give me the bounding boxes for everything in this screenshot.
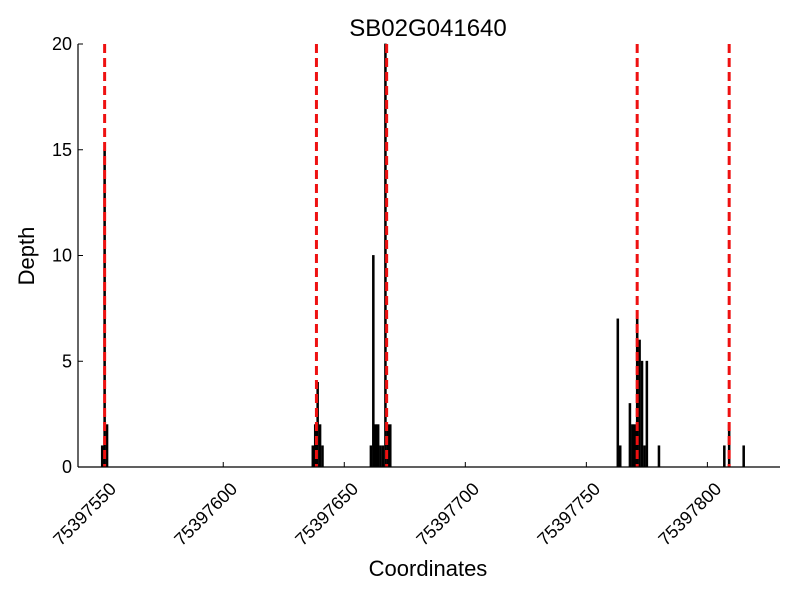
x-tick-label: 75397600 <box>170 479 241 550</box>
y-tick-label: 10 <box>52 246 72 266</box>
bar <box>313 424 317 468</box>
bar <box>381 445 385 468</box>
bar <box>616 318 620 468</box>
bar <box>742 445 745 468</box>
bar <box>643 445 646 468</box>
bar <box>372 255 375 468</box>
y-tick-label: 5 <box>62 351 72 371</box>
y-tick-label: 15 <box>52 140 72 160</box>
y-axis-label: Depth <box>14 227 39 286</box>
bar <box>633 424 637 468</box>
x-tick-label: 75397700 <box>412 479 483 550</box>
x-tick-label: 75397750 <box>533 479 604 550</box>
bar <box>321 445 324 468</box>
bar <box>631 424 634 468</box>
x-tick-label: 75397800 <box>654 479 725 550</box>
bar <box>103 149 106 468</box>
bar <box>379 445 382 468</box>
bar <box>618 445 622 468</box>
y-ticks-group: 0 5 10 15 20 <box>52 34 83 477</box>
x-axis-label: Coordinates <box>369 556 488 581</box>
y-tick-label: 0 <box>62 457 72 477</box>
chart-title: SB02G041640 <box>349 15 506 42</box>
bar <box>628 403 632 468</box>
bar <box>723 445 726 468</box>
bar <box>374 424 378 468</box>
x-tick-label: 75397650 <box>291 479 362 550</box>
bar <box>105 424 109 468</box>
bar <box>388 424 392 468</box>
bar <box>640 360 644 468</box>
bar <box>376 424 380 468</box>
bar <box>645 360 649 468</box>
bar <box>727 424 731 468</box>
bar <box>311 445 315 468</box>
bar <box>386 424 390 468</box>
bars-group <box>100 43 745 468</box>
bar <box>369 445 373 468</box>
bar <box>318 424 322 468</box>
bar <box>657 445 661 468</box>
x-tick-label: 75397550 <box>49 479 120 550</box>
bar <box>638 339 641 468</box>
reference-lines-group <box>103 44 731 467</box>
y-tick-label: 20 <box>52 34 72 54</box>
x-ticks-group: 75397550 75397600 75397650 75397700 75397750… <box>49 462 725 550</box>
